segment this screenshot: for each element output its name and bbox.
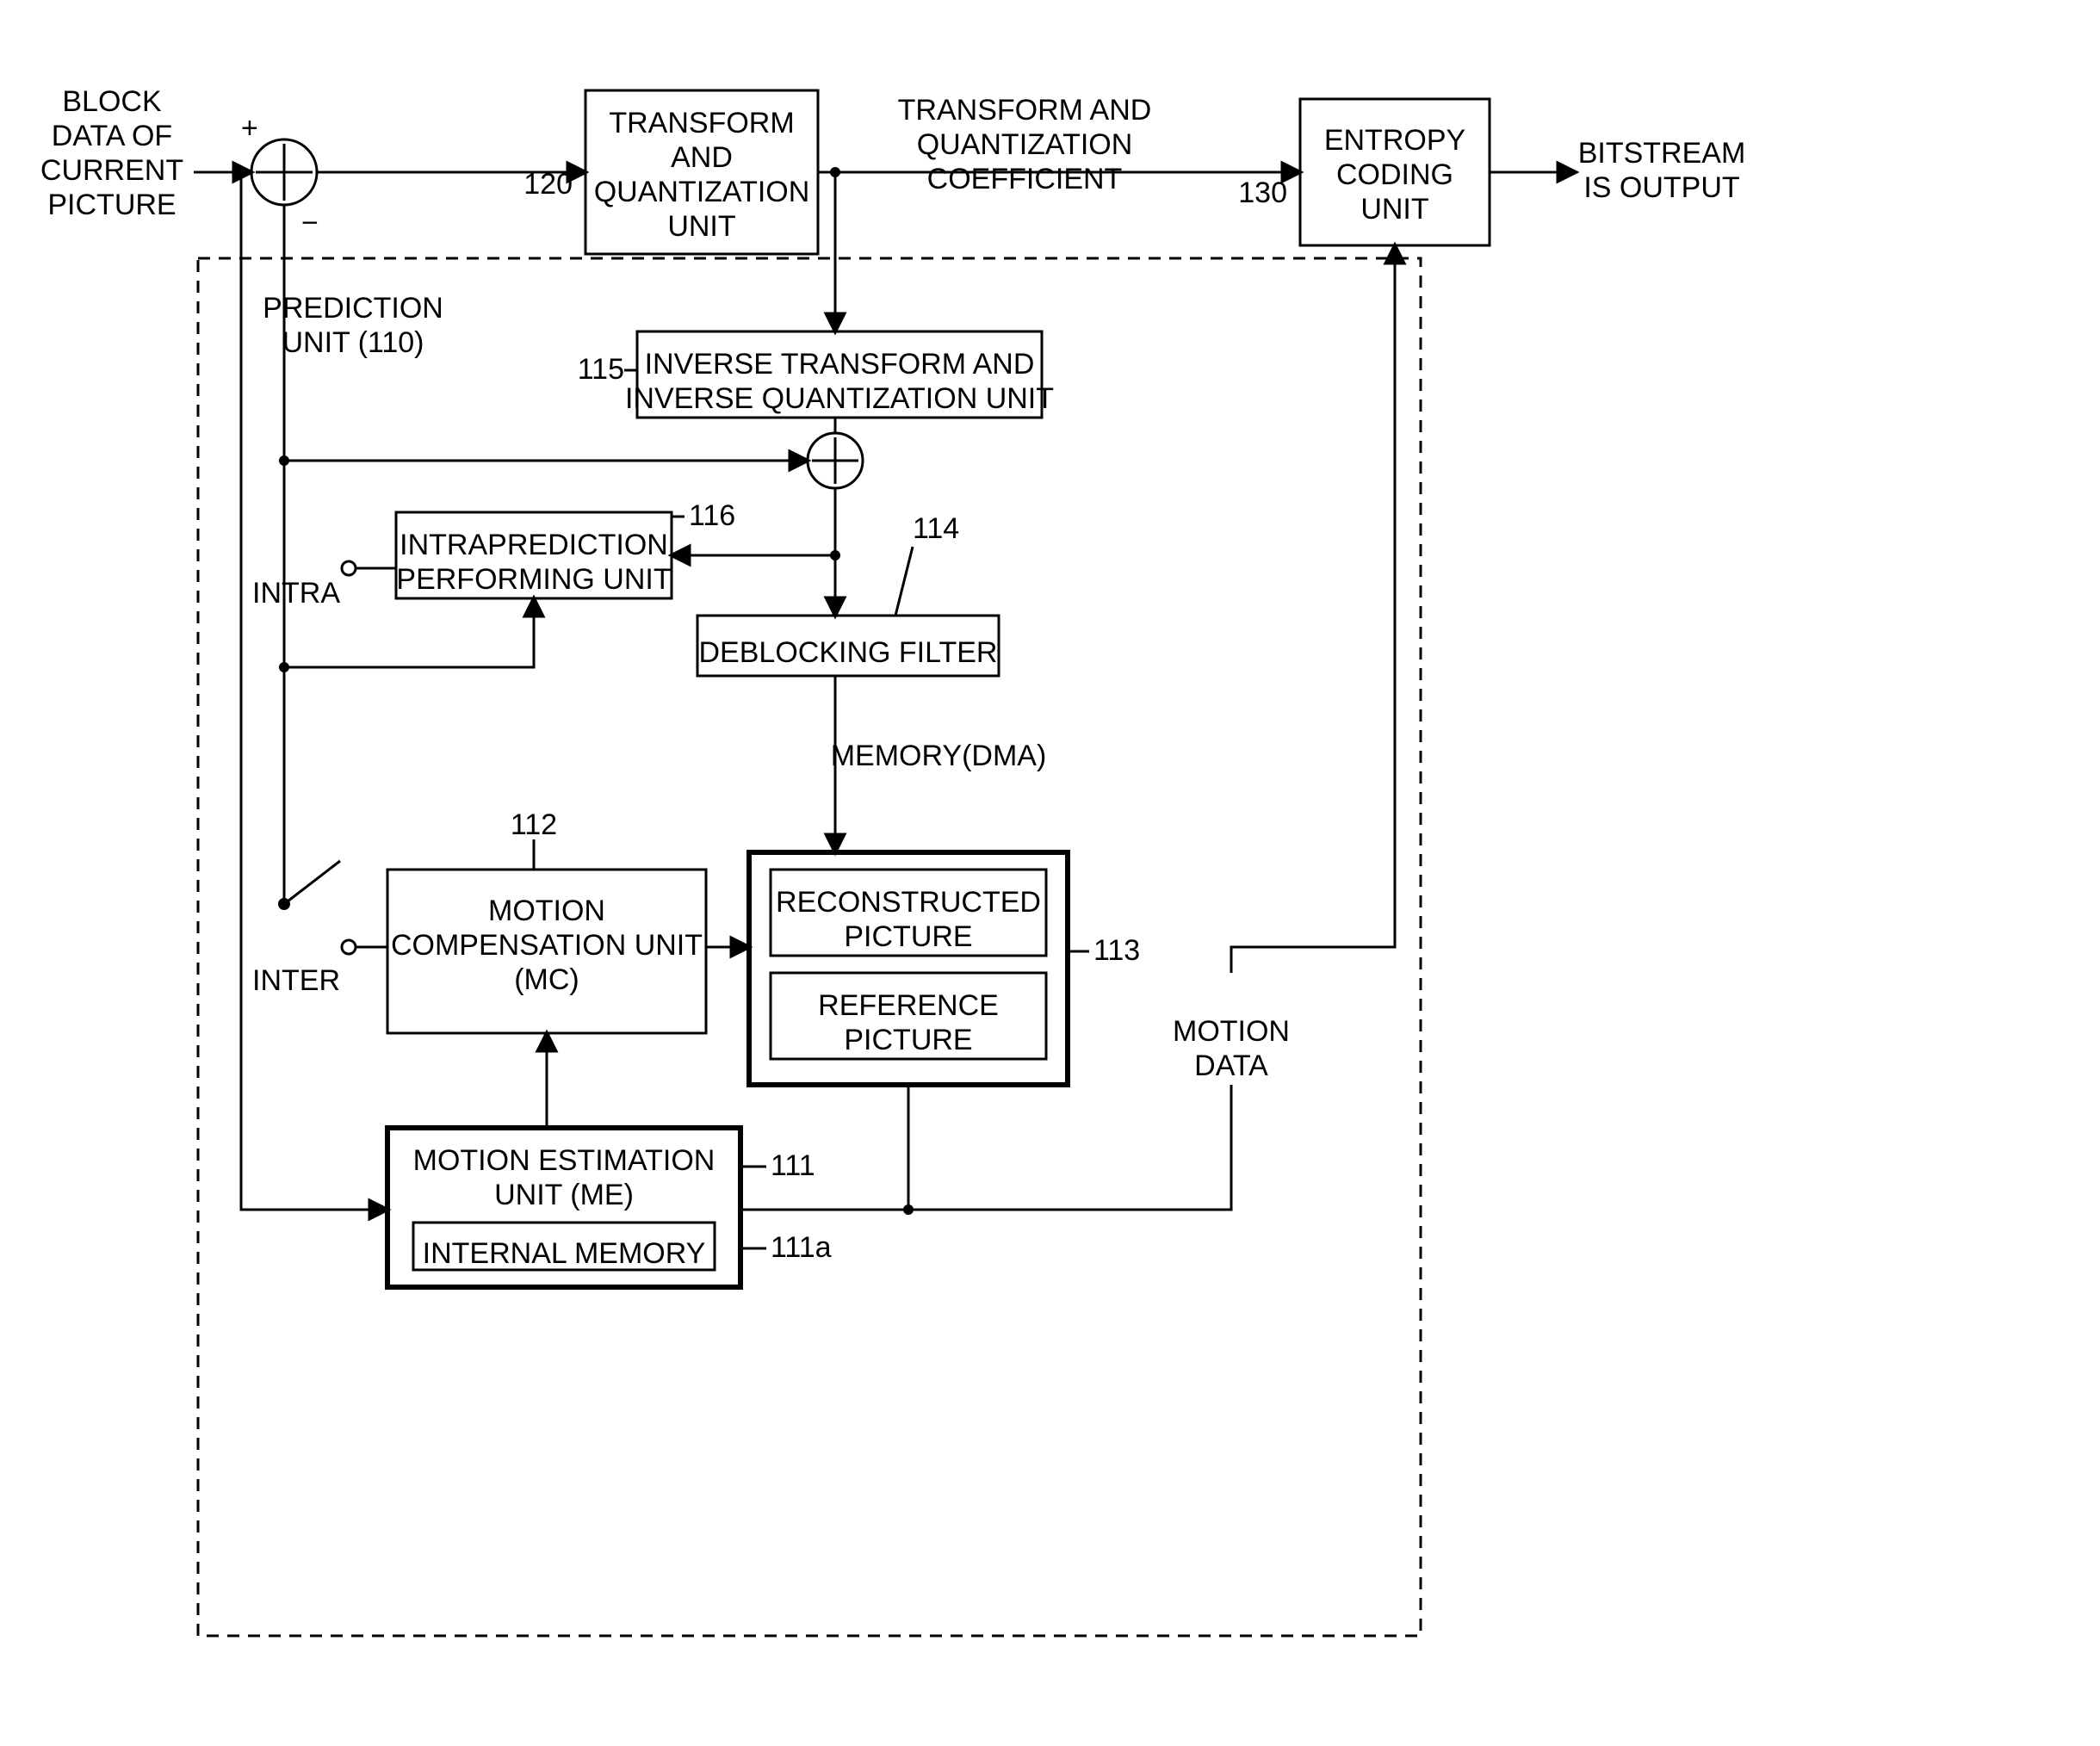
svg-text:ENTROPY: ENTROPY [1324,124,1465,157]
summer-2 [808,433,863,488]
pred-unit-label1: PREDICTION [263,292,443,325]
svg-text:PICTURE: PICTURE [844,920,972,953]
wire-motiondata-to-entropy [1231,245,1395,973]
svg-text:PICTURE: PICTURE [844,1024,972,1056]
svg-text:INTERNAL MEMORY: INTERNAL MEMORY [423,1237,706,1270]
memory-dma-label: MEMORY(DMA) [831,740,1047,772]
svg-text:MOTION ESTIMATION: MOTION ESTIMATION [413,1144,715,1177]
ref-111a: 111a [771,1231,832,1264]
svg-text:QUANTIZATION: QUANTIZATION [594,176,810,208]
svg-text:UNIT: UNIT [1360,193,1428,226]
ref-115: 115 [578,353,624,386]
svg-text:MOTION: MOTION [488,895,605,927]
motion-compensation-block: MOTION COMPENSATION UNIT (MC) [387,870,706,1033]
svg-text:+: + [241,112,258,145]
svg-text:INVERSE QUANTIZATION UNIT: INVERSE QUANTIZATION UNIT [625,382,1054,415]
motion-data-label2: DATA [1194,1049,1268,1082]
svg-text:INVERSE TRANSFORM AND: INVERSE TRANSFORM AND [645,348,1035,381]
transform-quant-block: TRANSFORM AND QUANTIZATION UNIT [585,90,818,254]
wire-me-to-motiondata [740,1085,1231,1210]
svg-text:RECONSTRUCTED: RECONSTRUCTED [776,886,1041,919]
ref-111: 111 [771,1149,815,1182]
node-dot-icon [236,167,246,177]
tq-coeff-label3: COEFFICIENT [927,163,1123,195]
output-label1: BITSTREAM [1578,137,1746,170]
svg-text:INTRAPREDICTION: INTRAPREDICTION [400,529,668,561]
svg-text:COMPENSATION UNIT: COMPENSATION UNIT [391,929,703,962]
svg-text:(MC): (MC) [514,963,579,996]
motion-data-label1: MOTION [1173,1015,1290,1048]
motion-estimation-block: MOTION ESTIMATION UNIT (ME) INTERNAL MEM… [387,1128,740,1287]
inter-terminal-icon [342,940,356,954]
entropy-coding-block: ENTROPY CODING UNIT [1300,99,1490,245]
inter-label: INTER [252,964,340,997]
intraprediction-block: INTRAPREDICTION PERFORMING UNIT [396,512,672,598]
input-label4: PICTURE [47,189,176,221]
input-label: BLOCK [62,85,162,118]
diagram-canvas: BLOCK DATA OF CURRENT PICTURE BITSTREAM … [0,0,2100,1746]
svg-text:TRANSFORM: TRANSFORM [609,107,794,139]
ref-130: 130 [1238,176,1287,209]
svg-text:UNIT: UNIT [667,210,735,243]
intra-label: INTRA [252,577,340,610]
input-label2: DATA OF [52,120,172,152]
node-dot-icon [279,455,289,466]
tq-coeff-label2: QUANTIZATION [917,128,1133,161]
svg-text:DEBLOCKING FILTER: DEBLOCKING FILTER [699,636,998,669]
svg-text:UNIT (ME): UNIT (ME) [494,1179,634,1211]
svg-text:−: − [301,207,319,239]
deblocking-filter-block: DEBLOCKING FILTER [697,616,999,676]
svg-text:CODING: CODING [1336,158,1453,191]
summer-1: + − [241,112,319,239]
tq-coeff-label1: TRANSFORM AND [898,94,1152,127]
ref-114: 114 [913,512,959,545]
input-label3: CURRENT [40,154,183,187]
intra-terminal-icon [342,561,356,575]
ref-112: 112 [511,808,557,841]
inverse-tq-block: INVERSE TRANSFORM AND INVERSE QUANTIZATI… [625,331,1054,418]
ref-113: 113 [1093,934,1140,967]
pred-unit-label2: UNIT (110) [282,326,424,359]
svg-text:REFERENCE: REFERENCE [818,989,999,1022]
memory-block: RECONSTRUCTED PICTURE REFERENCE PICTURE [749,852,1068,1085]
svg-text:AND: AND [671,141,733,174]
svg-text:PERFORMING UNIT: PERFORMING UNIT [396,563,671,596]
ref-116: 116 [689,499,735,532]
output-label2: IS OUTPUT [1583,171,1739,204]
